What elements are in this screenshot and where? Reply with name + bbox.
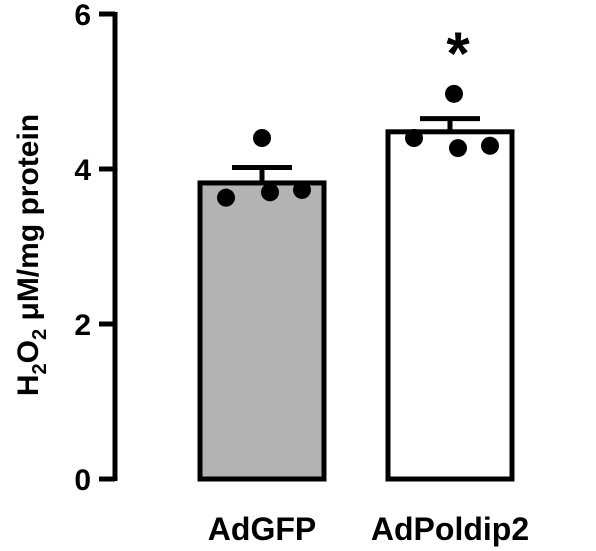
y-title-sub2: 2 <box>29 329 51 340</box>
y-axis-title: H2O2 μM/mg protein <box>12 114 51 396</box>
y-title-sub1: 2 <box>29 363 51 374</box>
data-point-AdGFP-3 <box>261 183 279 202</box>
bar-AdGFP <box>197 180 327 482</box>
y-title-rest: μM/mg protein <box>12 114 45 329</box>
x-tick-label-AdGFP: AdGFP <box>208 511 316 547</box>
data-point-AdPoldip2-1 <box>445 84 463 103</box>
data-points-layer <box>217 84 499 207</box>
y-title-o: O <box>12 340 45 363</box>
data-point-AdPoldip2-2 <box>405 129 423 147</box>
bar-AdPoldip2 <box>385 129 515 482</box>
y-axis: 0 2 4 6 <box>74 0 118 497</box>
data-point-AdPoldip2-4 <box>481 136 499 155</box>
y-tick-label-0: 0 <box>74 464 91 497</box>
y-tick-label-6: 6 <box>74 0 91 32</box>
significance-marker-AdPoldip2: * <box>446 20 470 87</box>
data-point-AdGFP-4 <box>293 180 311 199</box>
bars-layer <box>197 129 515 482</box>
error-bars-layer <box>232 116 480 183</box>
data-point-AdPoldip2-3 <box>449 139 467 158</box>
data-point-AdGFP-2 <box>217 188 235 207</box>
x-tick-label-AdPoldip2: AdPoldip2 <box>371 511 529 547</box>
y-tick-label-2: 2 <box>74 309 91 342</box>
labels-layer: AdGFP AdPoldip2 * <box>208 20 529 547</box>
y-tick-label-4: 4 <box>74 154 91 187</box>
y-title-h: H <box>12 374 45 396</box>
data-point-AdGFP-1 <box>253 129 271 147</box>
